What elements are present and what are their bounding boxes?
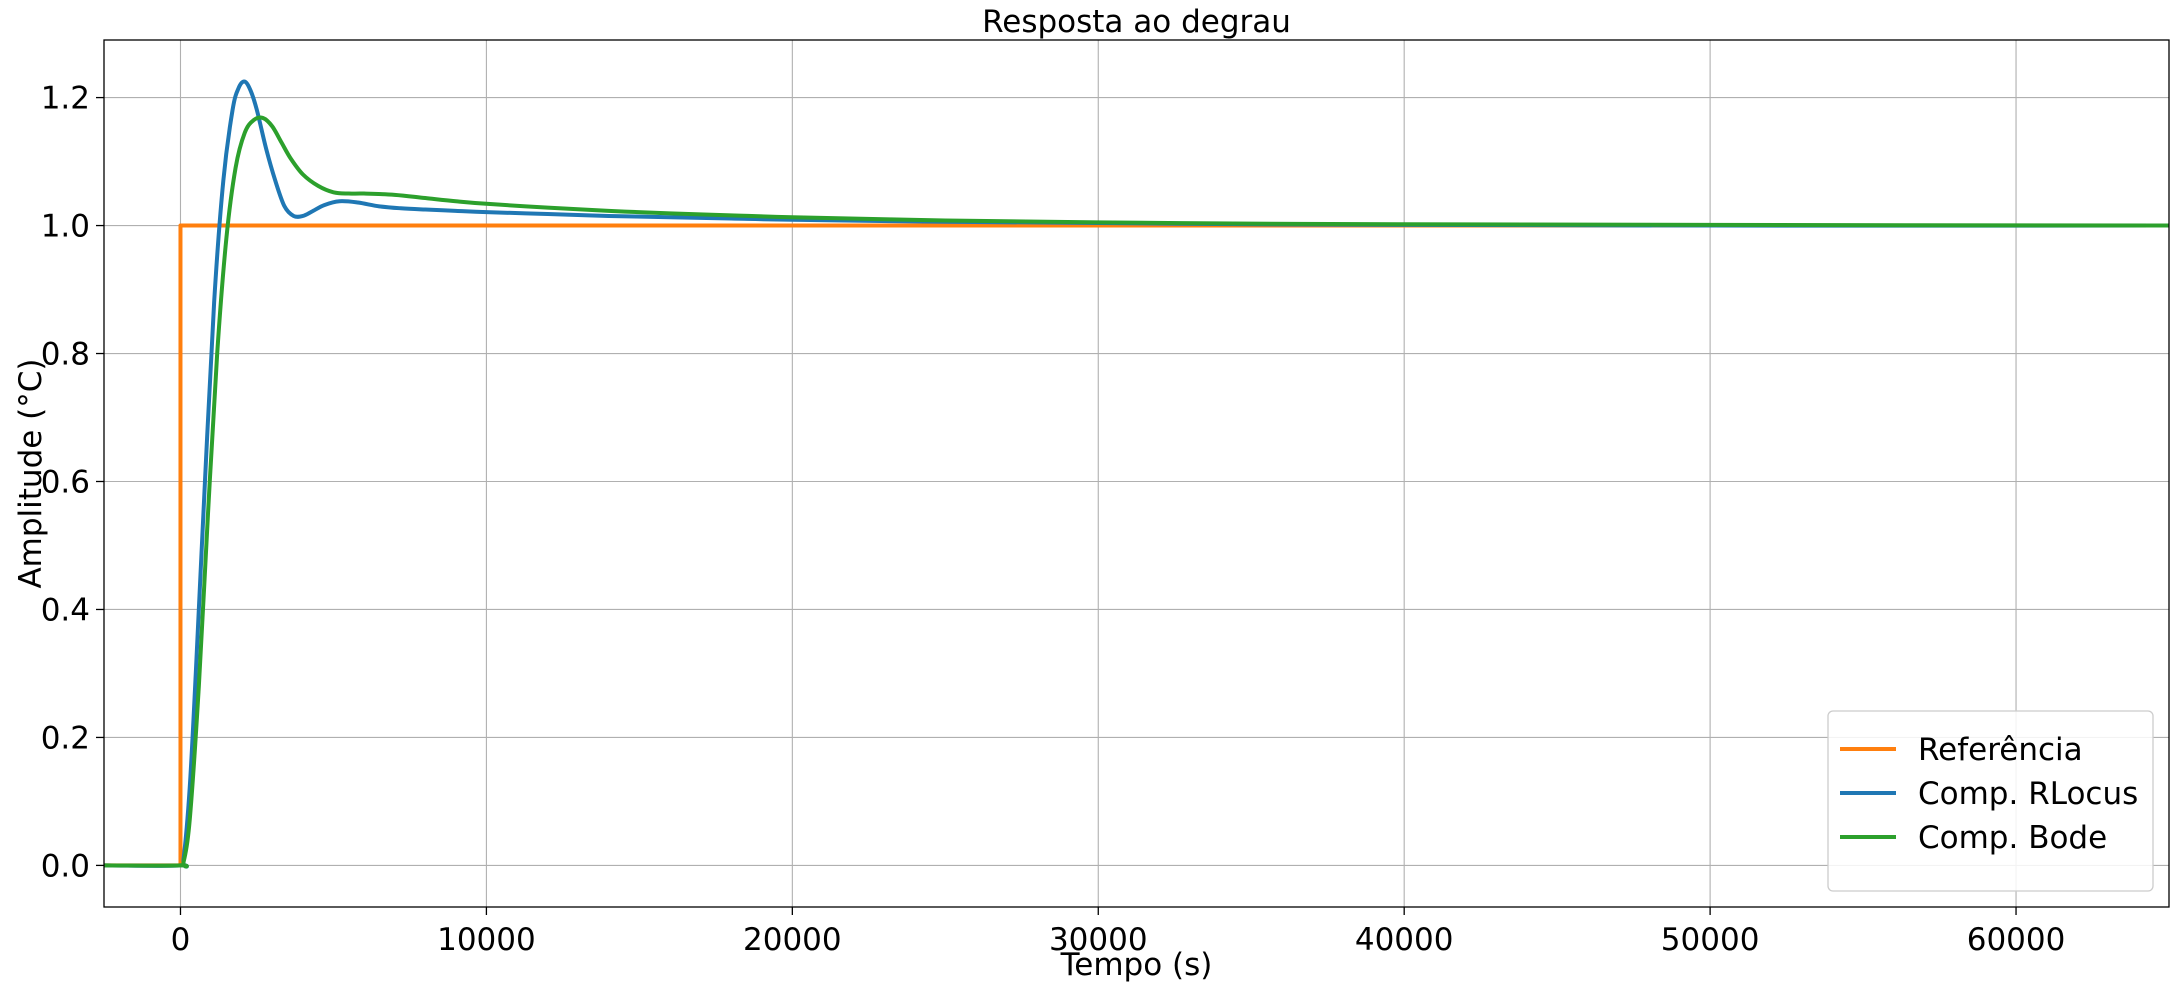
x-tick-label: 50000 (1661, 922, 1760, 958)
series-line-comp-bode (104, 115, 2169, 869)
x-axis-label: Tempo (s) (1060, 947, 1213, 983)
x-tick-label: 60000 (1967, 922, 2066, 958)
x-tick-label: 40000 (1355, 922, 1454, 958)
y-tick-label: 1.0 (41, 209, 90, 245)
x-tick-label: 30000 (1049, 922, 1148, 958)
plot-frame (103, 39, 2170, 908)
series-layer (104, 79, 2169, 869)
x-tick-label: 10000 (437, 922, 536, 958)
legend-label-comp-bode: Comp. Bode (1918, 820, 2107, 856)
y-axis-label: Amplitude (°C) (13, 358, 49, 588)
legend-label-comp-rlocus: Comp. RLocus (1918, 776, 2138, 812)
x-tick-label: 0 (171, 922, 191, 958)
legend-label-refer-ncia: Referência (1918, 732, 2083, 768)
legend-box (1827, 710, 2154, 892)
grid (104, 40, 2169, 907)
y-tick-label: 0.4 (41, 592, 90, 628)
series-group (104, 79, 2169, 869)
y-tick-label: 0.8 (41, 337, 90, 373)
chart-title: Resposta ao degrau (982, 4, 1291, 40)
ticks: 0 10000 20000 30000 40000 50000 60000 0.0 0.2 0.4… (41, 81, 2066, 958)
y-tick-label: 0.0 (41, 848, 90, 884)
y-tick-label: 1.2 (41, 81, 90, 117)
x-tick-label: 20000 (743, 922, 842, 958)
legend: Referência Comp. RLocus Comp. Bode (1827, 710, 2154, 892)
y-tick-label: 0.6 (41, 464, 90, 500)
y-tick-label: 0.2 (41, 720, 90, 756)
